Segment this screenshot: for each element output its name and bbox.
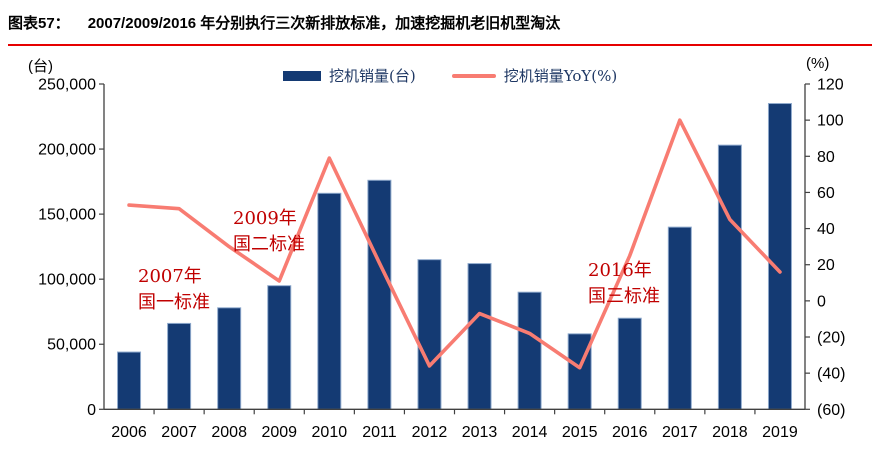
line-series-swatch-icon [451, 73, 496, 78]
bar-2011 [367, 179, 392, 410]
right-axis-tick-label: 100 [817, 113, 844, 130]
bar-2008 [217, 307, 242, 410]
bar-2017 [667, 226, 692, 410]
right-axis-tick-label: 0 [817, 293, 826, 310]
right-axis-tick-label: 40 [817, 221, 835, 238]
legend-item-line-series: 挖机销量YoY(%) [451, 65, 618, 86]
x-axis-label-2007: 2007 [161, 424, 197, 441]
figure-title: 2007/2009/2016 年分别执行三次新排放标准，加速挖掘机老旧机型淘汰 [87, 15, 561, 32]
x-axis-label-2016: 2016 [612, 424, 648, 441]
annotation-2016年: 2016年国三标准 [588, 258, 660, 310]
x-axis-label-2014: 2014 [512, 424, 548, 441]
bar-2006 [117, 351, 142, 410]
x-axis-label-2018: 2018 [712, 424, 748, 441]
annotation-line: 国三标准 [588, 286, 660, 307]
bar-2013 [467, 263, 492, 410]
right-axis-tick-label: 20 [817, 257, 835, 274]
annotation-line: 2007年 [138, 266, 202, 287]
bar-2012 [417, 259, 442, 410]
left-axis-unit-label: (台) [28, 58, 53, 75]
legend: 挖机销量(台) 挖机销量YoY(%) [283, 65, 617, 86]
x-axis-label-2006: 2006 [111, 424, 147, 441]
right-axis-tick-label: (20) [817, 330, 845, 347]
x-axis-label-2013: 2013 [462, 424, 498, 441]
bar-2007 [167, 322, 192, 410]
left-axis-tick-label: 150,000 [38, 207, 96, 224]
bar-2019 [767, 103, 792, 410]
bar-2016 [617, 317, 642, 410]
annotation-2007年: 2007年国一标准 [138, 264, 210, 316]
x-axis-label-2011: 2011 [362, 424, 397, 441]
yoy-line [127, 118, 782, 370]
figure-header: 图表57： 2007/2009/2016 年分别执行三次新排放标准，加速挖掘机老旧… [8, 12, 872, 46]
right-axis-tick-label: 80 [817, 149, 835, 166]
right-axis-tick-label: (60) [817, 402, 845, 419]
bar-2018 [717, 144, 742, 410]
x-axis-label-2017: 2017 [662, 424, 698, 441]
left-axis-tick-label: 250,000 [38, 77, 96, 94]
legend-item-bar-series: 挖机销量(台) [283, 65, 416, 86]
left-axis-tick-label: 0 [87, 402, 96, 419]
left-axis-tick-label: 100,000 [38, 272, 96, 289]
x-axis-label-2010: 2010 [312, 424, 348, 441]
left-axis-tick-label: 200,000 [38, 142, 96, 159]
left-axis-tick-label: 50,000 [47, 337, 96, 354]
annotation-line: 国一标准 [138, 292, 210, 313]
legend-label-bar-series: 挖机销量(台) [329, 67, 416, 85]
right-axis-tick-label: (40) [817, 366, 845, 383]
x-axis-label-2015: 2015 [562, 424, 598, 441]
bar-2015 [567, 333, 592, 410]
bar-2009 [267, 285, 292, 410]
annotation-line: 国二标准 [233, 234, 305, 255]
legend-label-line-series: 挖机销量YoY(%) [503, 67, 618, 85]
x-axis-label-2008: 2008 [211, 424, 247, 441]
x-axis-label-2019: 2019 [762, 424, 798, 441]
x-axis-label-2012: 2012 [412, 424, 448, 441]
right-axis-tick-label: 60 [817, 185, 835, 202]
bar-series-swatch-icon [283, 70, 321, 81]
figure-label: 图表57： [8, 15, 70, 32]
bar-2014 [517, 291, 542, 410]
right-axis-unit-label: (%) [806, 55, 830, 72]
annotation-2009年: 2009年国二标准 [233, 206, 305, 258]
annotation-line: 2016年 [588, 260, 652, 281]
right-axis-tick-label: 120 [817, 77, 844, 94]
bar-2010 [317, 192, 342, 410]
x-axis-label-2009: 2009 [261, 424, 297, 441]
annotation-line: 2009年 [233, 208, 297, 229]
